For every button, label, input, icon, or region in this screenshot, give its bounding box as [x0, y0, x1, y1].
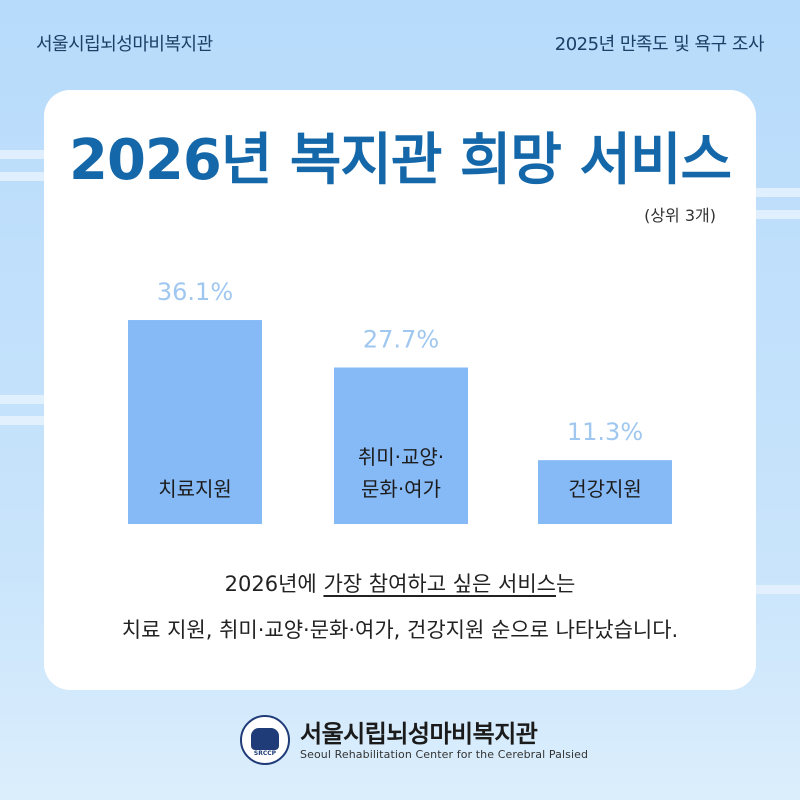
header-survey-title: 2025년 만족도 및 욕구 조사 — [554, 34, 765, 55]
footer-text: 서울시립뇌성마비복지관 Seoul Rehabilitation Center … — [300, 720, 588, 761]
content-card: 2026년 복지관 희망 서비스 (상위 3개) 36.1% 치료지원 27.7% 취… — [44, 90, 756, 690]
bg-stripe — [0, 395, 80, 404]
bar-3 — [538, 460, 672, 524]
bg-stripe — [0, 172, 60, 181]
logo-figure — [251, 728, 279, 750]
description-underlined: 가장 참여하고 싶은 서비스 — [323, 572, 556, 596]
bg-stripe — [730, 210, 800, 219]
bg-stripe — [720, 585, 800, 594]
footer-org-name: 서울시립뇌성마비복지관 — [300, 719, 538, 748]
category-label-2: 취미·교양· — [358, 445, 444, 469]
category-label-1: 치료지원 — [158, 477, 232, 501]
description-line-2: 치료 지원, 취미·교양·문화·여가, 건강지원 순으로 나타났습니다. — [121, 618, 679, 642]
description-suffix: 는 — [555, 572, 576, 596]
header-org-name: 서울시립뇌성마비복지관 — [36, 34, 213, 55]
footer: SRCCP 서울시립뇌성마비복지관 Seoul Rehabilitation C… — [240, 712, 588, 768]
footer-org-english: Seoul Rehabilitation Center for the Cere… — [300, 747, 589, 761]
bar-1 — [128, 320, 262, 524]
value-label-3: 11.3% — [567, 418, 643, 446]
bar-2 — [334, 367, 468, 524]
description-line-1: 2026년에 가장 참여하고 싶은 서비스는 — [44, 568, 756, 598]
category-label-3: 건강지원 — [568, 477, 642, 501]
org-logo-icon: SRCCP — [240, 715, 290, 765]
category-label-2: 문화·여가 — [361, 477, 441, 501]
chart-subtitle: (상위 3개) — [644, 206, 716, 225]
value-label-1: 36.1% — [157, 278, 233, 306]
bar-chart: 36.1% 치료지원 27.7% 취미·교양· 문화·여가 11.3% 건강지원 — [128, 278, 672, 524]
logo-text: SRCCP — [253, 750, 277, 757]
description-prefix: 2026년에 — [224, 572, 324, 596]
value-label-2: 27.7% — [363, 325, 439, 353]
chart-title: 2026년 복지관 희망 서비스 — [68, 128, 732, 193]
